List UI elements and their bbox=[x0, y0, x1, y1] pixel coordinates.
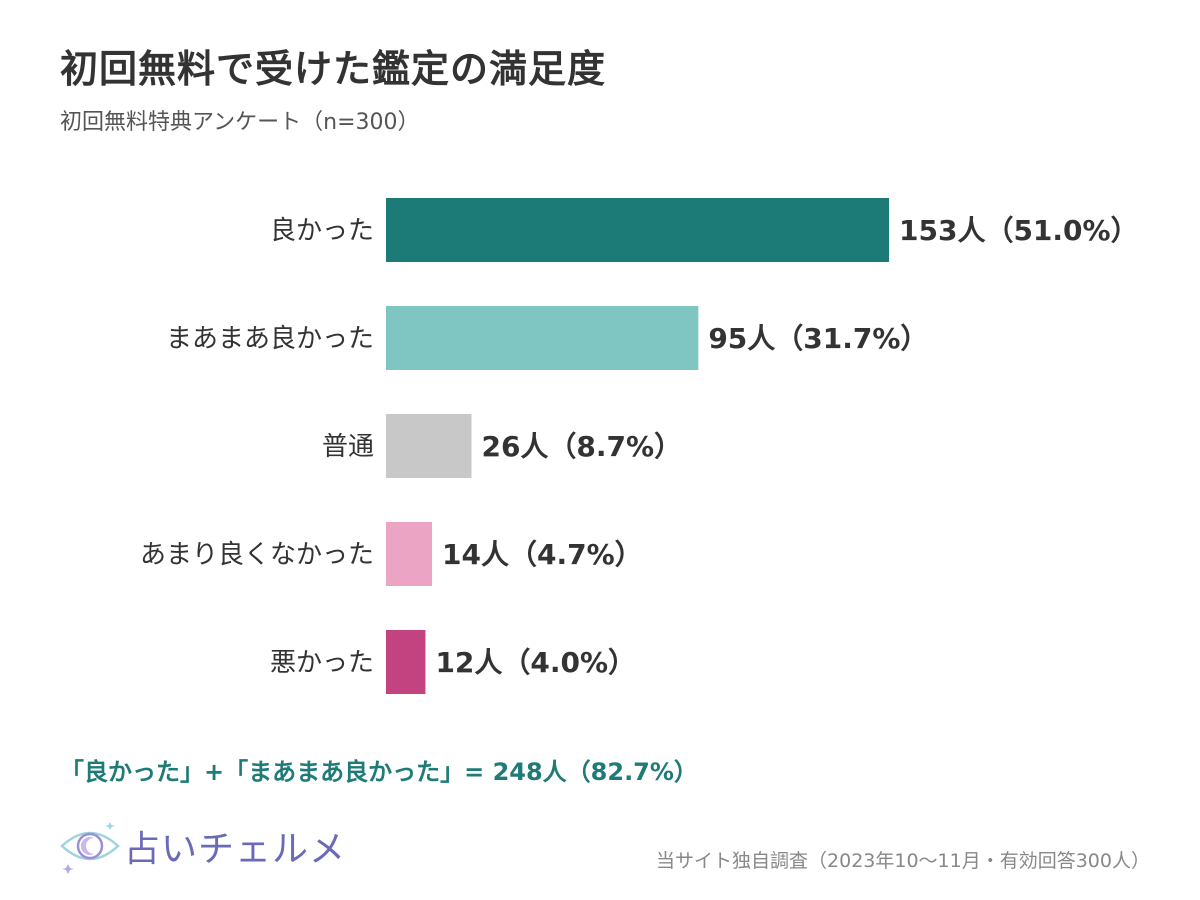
data-label: 12人（4.0%） bbox=[435, 646, 636, 679]
chart-subtitle: 初回無料特典アンケート（n=300） bbox=[60, 110, 420, 135]
logo-text: 占いチェルメ bbox=[124, 829, 347, 870]
data-label: 26人（8.7%） bbox=[481, 430, 682, 463]
bar bbox=[386, 306, 699, 370]
summary-text: 「良かった」+「まあまあ良かった」= 248人（82.7%） bbox=[60, 758, 698, 786]
source-note: 当サイト独自調査（2023年10〜11月・有効回答300人） bbox=[656, 850, 1150, 872]
bar-chart: 良かった 153人（51.0%） まあまあ良かった 95人（31.7%） 普通 26人（8… bbox=[140, 198, 1139, 694]
chart-title: 初回無料で受けた鑑定の満足度 bbox=[60, 47, 607, 91]
data-label: 153人（51.0%） bbox=[899, 214, 1139, 247]
category-label: あまり良くなかった bbox=[140, 540, 374, 570]
category-label: 良かった bbox=[270, 216, 374, 246]
data-label: 95人（31.7%） bbox=[708, 322, 928, 355]
category-label: 普通 bbox=[322, 432, 374, 462]
bar bbox=[386, 414, 472, 478]
category-label: 悪かった bbox=[270, 648, 374, 678]
bar bbox=[386, 630, 426, 694]
brand-logo: 占いチェルメ bbox=[58, 812, 345, 882]
eye-moon-logo-icon bbox=[60, 822, 120, 874]
bar bbox=[386, 522, 433, 586]
bar bbox=[386, 198, 889, 262]
category-label: まあまあ良かった bbox=[166, 324, 374, 354]
data-label: 14人（4.7%） bbox=[442, 538, 643, 571]
